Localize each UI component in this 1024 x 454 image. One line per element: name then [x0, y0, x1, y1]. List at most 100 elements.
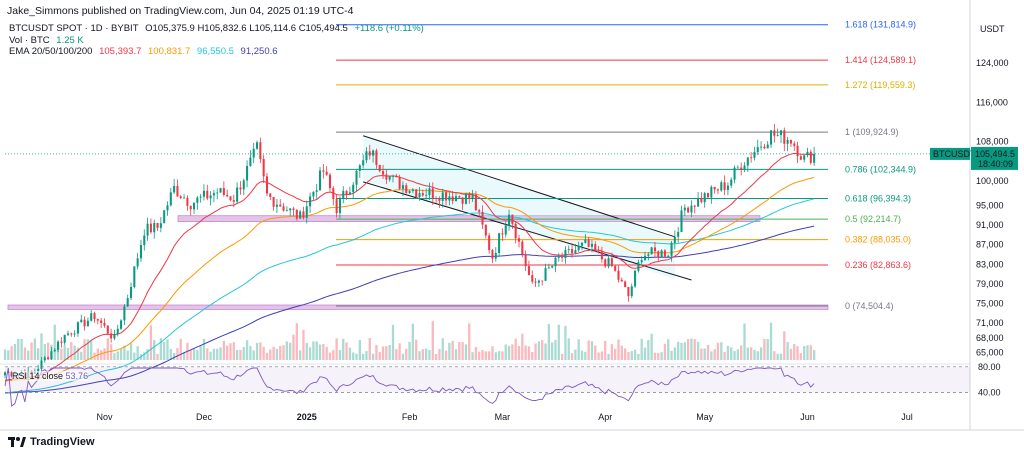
candle — [156, 222, 159, 231]
candle — [212, 190, 215, 203]
volume-bar — [803, 346, 806, 360]
candle — [634, 269, 637, 288]
candle-body — [322, 170, 325, 172]
candle — [620, 277, 623, 282]
volume-bar — [640, 338, 643, 360]
candle — [189, 205, 192, 216]
volume-bar — [245, 340, 249, 360]
candle — [428, 182, 431, 200]
candle — [564, 246, 567, 264]
volume-bar — [385, 346, 388, 360]
candle-body — [80, 319, 83, 323]
x-tick-label: Apr — [598, 412, 612, 422]
support-zone-lower — [7, 304, 829, 310]
candle-body — [378, 164, 381, 172]
volume-bar — [451, 340, 454, 360]
candle — [196, 196, 199, 210]
volume-bar — [677, 341, 680, 360]
volume-bar — [517, 345, 521, 360]
candle-body — [113, 334, 116, 339]
candle — [173, 178, 176, 195]
candle-body — [647, 254, 650, 256]
volume-bar — [415, 339, 418, 360]
volume-bar — [76, 347, 80, 360]
candle-body — [723, 182, 726, 190]
volume-bar — [10, 346, 13, 360]
volume-bar — [80, 351, 83, 360]
legend-symbol[interactable]: BTCUSDT SPOT · 1D · BYBIT — [9, 23, 139, 34]
candle — [139, 239, 142, 262]
volume-bar — [524, 345, 527, 360]
candle — [405, 183, 408, 194]
volume-bar — [328, 352, 332, 360]
volume-bar — [17, 338, 20, 360]
candle-body — [504, 225, 507, 235]
legend-vol-label[interactable]: Vol · BTC — [9, 34, 50, 46]
legend-ema100: 96,550.5 — [196, 46, 234, 57]
candle-body — [375, 150, 378, 165]
candle-body — [408, 191, 411, 193]
candle — [571, 243, 574, 258]
legend-change: +118.6 (+0.11%) — [354, 23, 424, 34]
candle-body — [733, 167, 736, 180]
brand-name: TradingView — [30, 436, 95, 448]
candle — [796, 141, 799, 164]
candle-body — [143, 235, 146, 246]
legend-ema-label[interactable]: EMA 20/50/100/200 — [9, 46, 93, 57]
volume-bar — [749, 347, 753, 360]
candle-body — [763, 146, 766, 149]
candle-body — [232, 200, 235, 202]
candle — [345, 190, 348, 200]
ema50-line — [4, 176, 815, 382]
candle — [743, 162, 746, 172]
candle-body — [617, 270, 620, 280]
candle — [716, 188, 720, 195]
volume-bar — [673, 347, 677, 360]
candle — [285, 206, 288, 212]
candle-body — [799, 156, 802, 160]
candle-body — [756, 147, 759, 153]
candle-body — [289, 208, 292, 211]
candle — [378, 164, 381, 173]
candle-body — [524, 254, 527, 267]
candle-body — [47, 357, 50, 360]
candle — [209, 191, 212, 206]
candle-body — [614, 266, 617, 271]
candle — [730, 177, 733, 189]
volume-bar — [361, 353, 365, 360]
candle-body — [779, 130, 783, 136]
candle-body — [607, 258, 610, 267]
candle-body — [295, 209, 298, 219]
legend-vol-value: 1.25 K — [56, 34, 84, 46]
candle-body — [176, 186, 179, 197]
candle — [683, 204, 686, 217]
candle — [3, 371, 7, 379]
candle — [610, 252, 613, 268]
volume-bar — [298, 350, 302, 360]
candle — [783, 127, 786, 152]
candle-body — [766, 144, 769, 149]
candle — [116, 324, 119, 337]
volume-bar — [471, 352, 474, 360]
volume-bar — [332, 350, 335, 360]
ema20-line — [4, 152, 815, 381]
volume-bar — [126, 350, 129, 360]
fib-label: 1.618 (131,814.9) — [845, 20, 916, 30]
candle-body — [136, 258, 139, 267]
candle — [614, 264, 617, 272]
candle-body — [690, 205, 693, 213]
candle-body — [368, 151, 371, 156]
channel-upper-line — [362, 135, 676, 238]
candle — [126, 294, 129, 308]
candle-body — [325, 171, 328, 175]
candle — [305, 200, 308, 224]
tradingview-logo[interactable]: TradingView — [8, 436, 95, 448]
volume-bar — [713, 349, 716, 360]
rsi-legend[interactable]: RSI 14 close 53.76 — [12, 371, 89, 381]
candle — [657, 250, 660, 261]
candle — [667, 254, 670, 258]
volume-bar — [587, 340, 590, 360]
symbol-tag-bg — [930, 147, 970, 160]
volume-bar — [614, 349, 617, 360]
